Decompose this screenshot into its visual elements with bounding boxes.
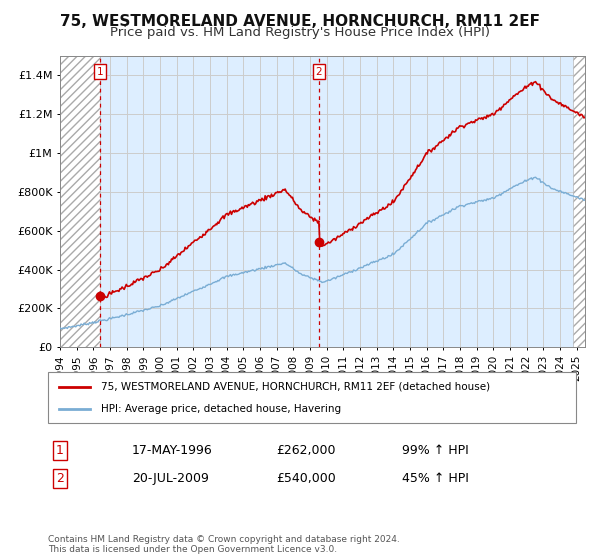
Text: £262,000: £262,000 — [276, 444, 335, 458]
Bar — [574, 56, 585, 347]
Text: £540,000: £540,000 — [276, 472, 336, 486]
Text: 75, WESTMORELAND AVENUE, HORNCHURCH, RM11 2EF: 75, WESTMORELAND AVENUE, HORNCHURCH, RM1… — [60, 14, 540, 29]
Bar — [60, 56, 100, 347]
Text: 20-JUL-2009: 20-JUL-2009 — [132, 472, 209, 486]
Text: 2: 2 — [316, 67, 322, 77]
Text: Contains HM Land Registry data © Crown copyright and database right 2024.
This d: Contains HM Land Registry data © Crown c… — [48, 535, 400, 554]
Text: HPI: Average price, detached house, Havering: HPI: Average price, detached house, Have… — [101, 404, 341, 414]
FancyBboxPatch shape — [48, 372, 576, 423]
Text: 2: 2 — [56, 472, 64, 486]
Text: 17-MAY-1996: 17-MAY-1996 — [132, 444, 213, 458]
Text: 99% ↑ HPI: 99% ↑ HPI — [402, 444, 469, 458]
Text: 45% ↑ HPI: 45% ↑ HPI — [402, 472, 469, 486]
Text: 75, WESTMORELAND AVENUE, HORNCHURCH, RM11 2EF (detached house): 75, WESTMORELAND AVENUE, HORNCHURCH, RM1… — [101, 381, 490, 391]
Text: 1: 1 — [56, 444, 64, 458]
Text: Price paid vs. HM Land Registry's House Price Index (HPI): Price paid vs. HM Land Registry's House … — [110, 26, 490, 39]
Text: 1: 1 — [97, 67, 103, 77]
